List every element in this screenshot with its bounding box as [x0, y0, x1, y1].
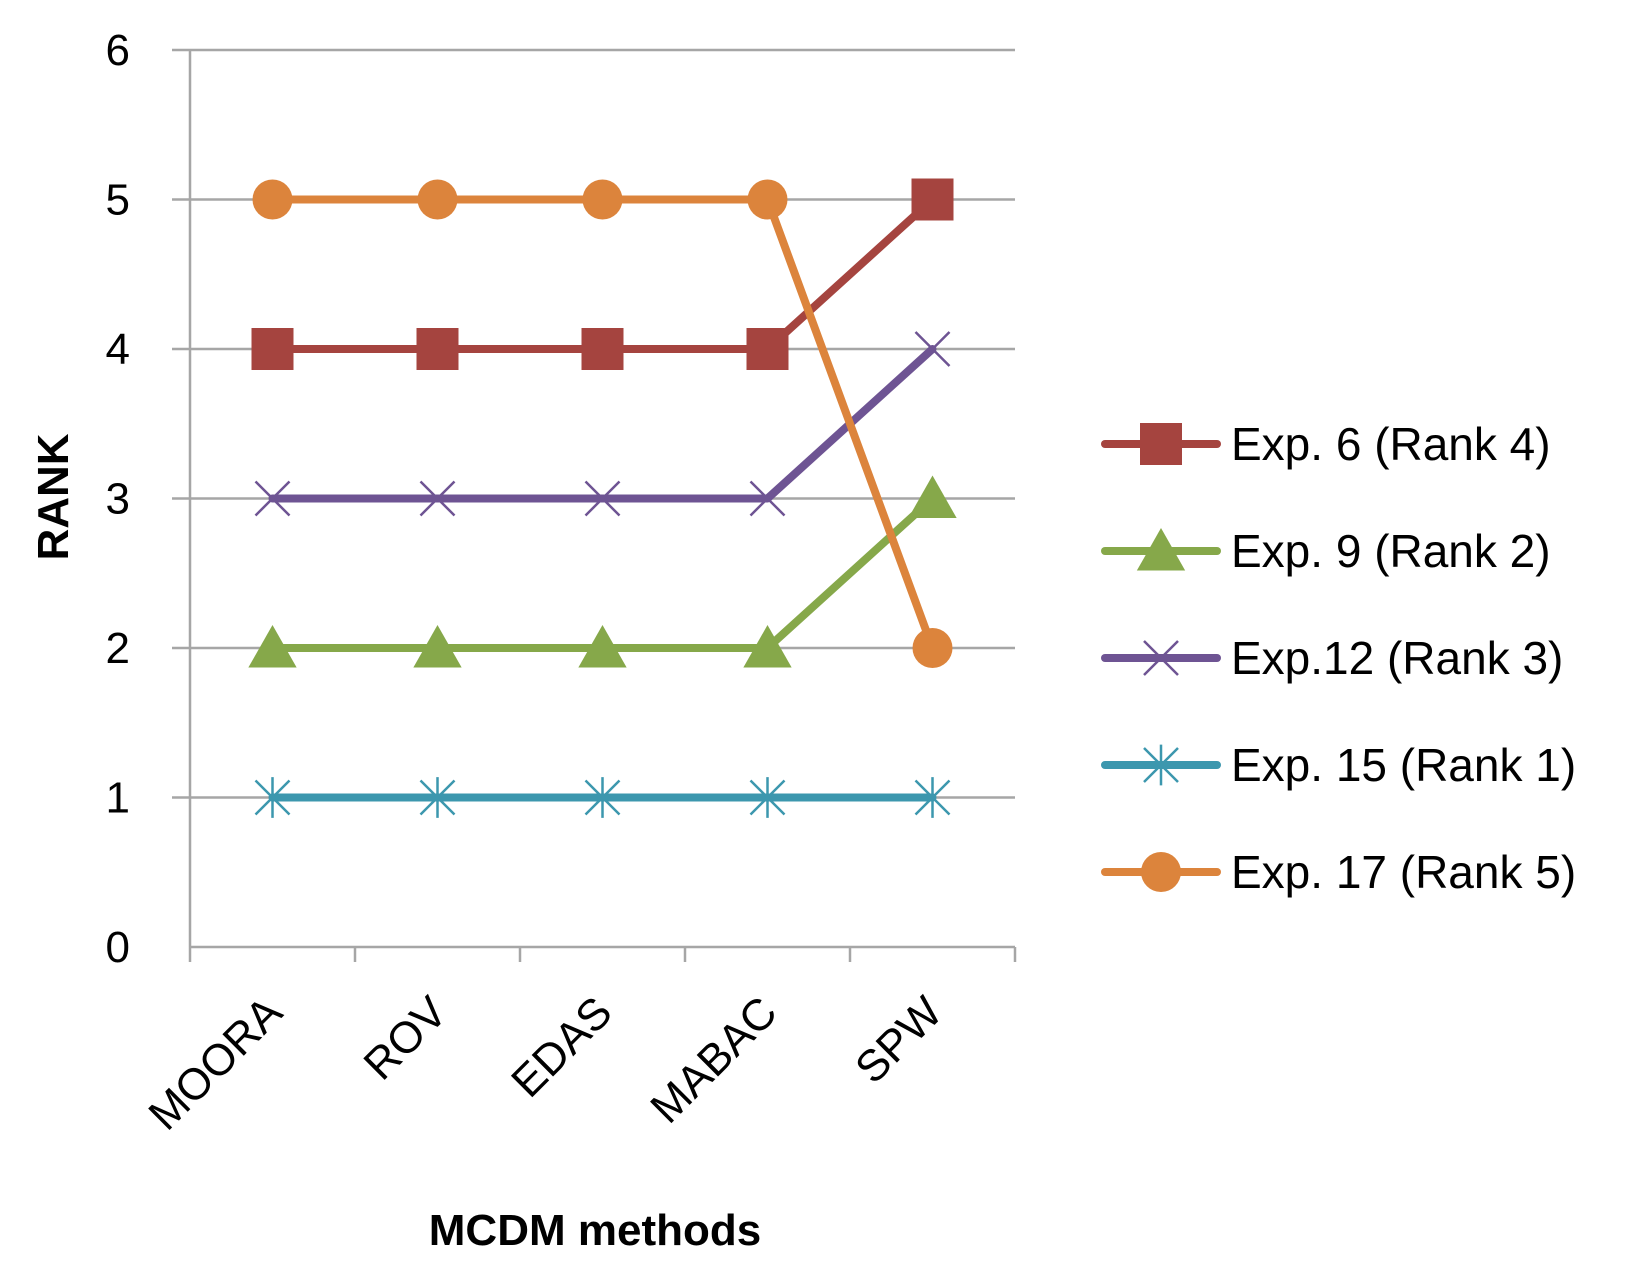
legend-marker: [1140, 423, 1182, 465]
data-point-marker: [252, 179, 293, 220]
data-point-marker: [254, 480, 291, 517]
series-layer: [248, 178, 957, 818]
legend-item: Exp. 9 (Rank 2): [1101, 525, 1551, 577]
data-point-marker: [747, 179, 788, 220]
legend-item: Exp. 6 (Rank 4): [1101, 418, 1551, 470]
y-tick-label: 2: [106, 624, 130, 673]
data-point-marker: [912, 628, 953, 668]
x-tick-label: ROV: [354, 987, 457, 1090]
legend-item: Exp. 15 (Rank 1): [1101, 739, 1576, 791]
y-tick-label: 4: [106, 325, 130, 374]
data-point-marker: [419, 777, 456, 818]
data-point-marker: [914, 777, 951, 818]
y-tick-label: 3: [106, 475, 130, 524]
legend-label: Exp. 15 (Rank 1): [1231, 739, 1576, 791]
data-point-marker: [584, 480, 621, 517]
x-tick-label: MABAC: [641, 987, 786, 1132]
y-tick-label: 5: [106, 176, 130, 225]
series-line: [268, 195, 937, 353]
series-4: [254, 777, 951, 818]
series-3: [254, 331, 951, 517]
legend-marker: [1136, 528, 1186, 571]
y-axis-title: RANK: [29, 433, 78, 560]
legend-marker: [1141, 852, 1181, 892]
data-point-marker: [578, 625, 627, 668]
series-2: [248, 475, 957, 668]
legend-item: Exp.12 (Rank 3): [1101, 632, 1563, 684]
legend-label: Exp. 9 (Rank 2): [1231, 525, 1551, 577]
x-tick-label: SPW: [846, 987, 952, 1093]
series-line: [268, 195, 937, 652]
legend-marker: [1143, 640, 1179, 676]
data-point-marker: [749, 480, 786, 517]
y-tick-label: 0: [106, 923, 130, 972]
data-point-marker: [911, 178, 954, 221]
data-point-marker: [413, 625, 462, 668]
x-tick-label: MOORA: [139, 987, 292, 1140]
data-point-marker: [749, 777, 786, 818]
data-point-marker: [914, 331, 951, 367]
legend-label: Exp.12 (Rank 3): [1231, 632, 1563, 684]
data-point-marker: [417, 179, 458, 220]
data-point-marker: [581, 328, 624, 370]
series-5: [252, 179, 953, 668]
grid-layer: [172, 48, 1015, 799]
data-point-marker: [254, 777, 291, 818]
legend-item: Exp. 17 (Rank 5): [1101, 846, 1576, 898]
axis-layer: 0 1 2 3 4 5 6 MOORA ROV EDAS MABAC SPW: [106, 26, 1017, 1140]
data-point-marker: [419, 480, 456, 517]
legend: Exp. 6 (Rank 4) Exp. 9 (Rank 2) Exp.12 (Ra…: [1101, 418, 1576, 898]
x-axis-title: MCDM methods: [429, 1206, 761, 1255]
y-tick-label: 6: [106, 26, 130, 75]
series-1: [251, 178, 954, 370]
data-point-marker: [743, 625, 792, 668]
x-tick-label: EDAS: [502, 987, 621, 1106]
data-point-marker: [251, 328, 294, 370]
legend-label: Exp. 6 (Rank 4): [1231, 418, 1551, 470]
data-point-marker: [248, 625, 297, 668]
y-tick-label: 1: [106, 774, 130, 823]
data-point-marker: [746, 328, 789, 370]
data-point-marker: [584, 777, 621, 818]
legend-marker: [1143, 744, 1179, 786]
legend-label: Exp. 17 (Rank 5): [1231, 846, 1576, 898]
data-point-marker: [908, 475, 957, 519]
data-point-marker: [416, 328, 459, 370]
data-point-marker: [582, 179, 623, 220]
